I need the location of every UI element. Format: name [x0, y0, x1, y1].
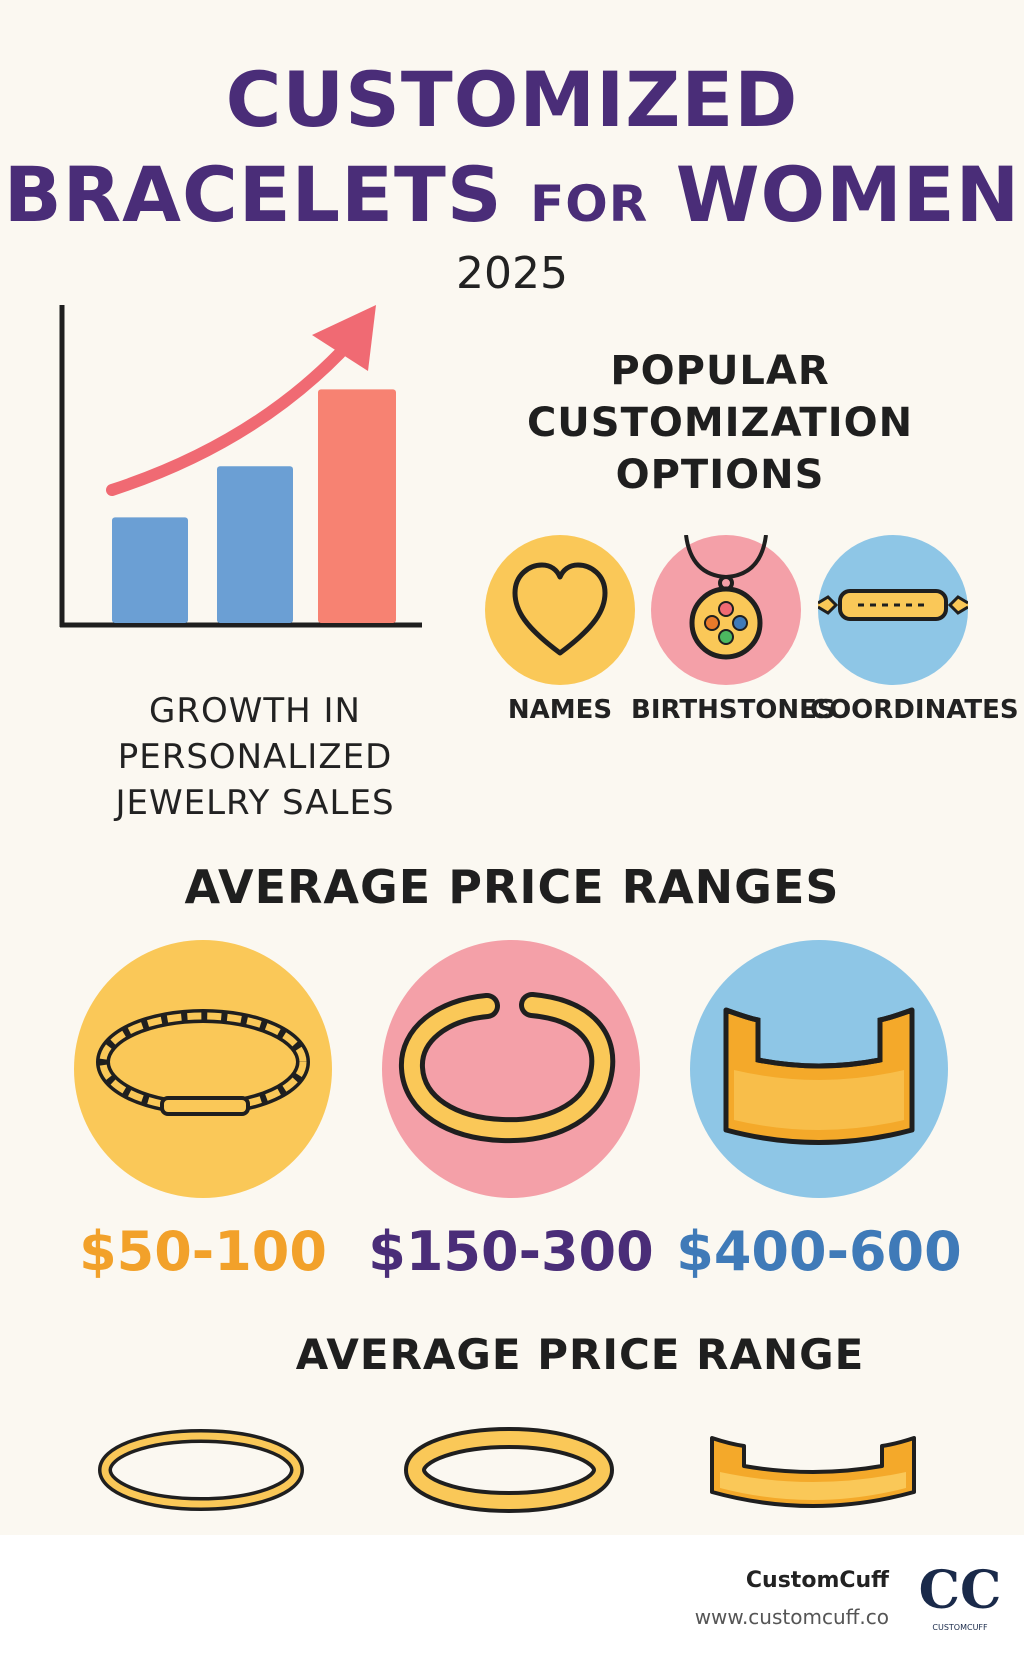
- heart-icon: [512, 562, 608, 656]
- chart-bar-2: [217, 466, 293, 623]
- year-label: 2025: [456, 248, 568, 299]
- price-circle-mid: [382, 940, 640, 1198]
- price-circle-high: [690, 940, 948, 1198]
- website-link[interactable]: www.customcuff.co: [694, 1605, 889, 1629]
- growth-arrow-head: [312, 305, 376, 371]
- title-for: FOR: [530, 175, 649, 233]
- price-label-high: $400-600: [676, 1220, 962, 1283]
- options-heading-line-2: CUSTOMIZATION: [526, 400, 914, 446]
- coordinates-circle: [817, 535, 969, 685]
- pendant-icon: [684, 534, 768, 660]
- price-label-mid: $150-300: [368, 1220, 654, 1283]
- price-range-heading: AVERAGE PRICE RANGE: [295, 1330, 865, 1379]
- title-bracelets: BRACELETS: [3, 150, 531, 239]
- option-label-birthstones: BIRTHSTONES: [631, 695, 836, 725]
- chart-bar-1: [112, 517, 188, 623]
- chart-bar-3: [318, 389, 396, 623]
- cuff-icon: [723, 1007, 915, 1145]
- options-heading-line-1: POPULAR: [610, 348, 830, 394]
- price-label-low: $50-100: [79, 1220, 327, 1283]
- logo-subtext: CUSTOMCUFF: [932, 1623, 988, 1632]
- flat-bangle-icon: [404, 1427, 614, 1513]
- option-label-coordinates: COORDINATES: [810, 695, 1019, 725]
- growth-chart: [59, 305, 422, 628]
- title-line-2: BRACELETS FOR WOMEN: [0, 150, 1024, 239]
- names-circle: [485, 535, 635, 685]
- title-women: WOMEN: [648, 150, 1021, 239]
- footer: [0, 1535, 1024, 1666]
- title-line-1: CUSTOMIZED: [225, 55, 799, 144]
- thin-bangle-icon: [98, 1429, 304, 1511]
- chain-bracelet-icon: [96, 1009, 310, 1116]
- customcuff-logo: CC CUSTOMCUFF: [919, 1560, 1002, 1632]
- logo-mark: CC: [919, 1560, 1002, 1621]
- brand-name: CustomCuff: [745, 1568, 889, 1593]
- options-heading: POPULAR CUSTOMIZATION OPTIONS: [495, 345, 945, 501]
- price-ranges-heading: AVERAGE PRICE RANGES: [184, 860, 840, 914]
- options-heading-line-3: OPTIONS: [615, 452, 825, 498]
- birthstones-circle: [651, 534, 801, 685]
- option-label-names: NAMES: [507, 695, 613, 725]
- growth-arrow-shaft: [106, 347, 346, 496]
- chart-caption: GROWTH IN PERSONALIZED JEWELRY SALES: [115, 691, 395, 823]
- small-cuff-icon: [710, 1436, 916, 1508]
- bangle-icon: [399, 992, 616, 1144]
- price-circle-low: [74, 940, 332, 1198]
- bar-bracelet-icon: [817, 589, 969, 621]
